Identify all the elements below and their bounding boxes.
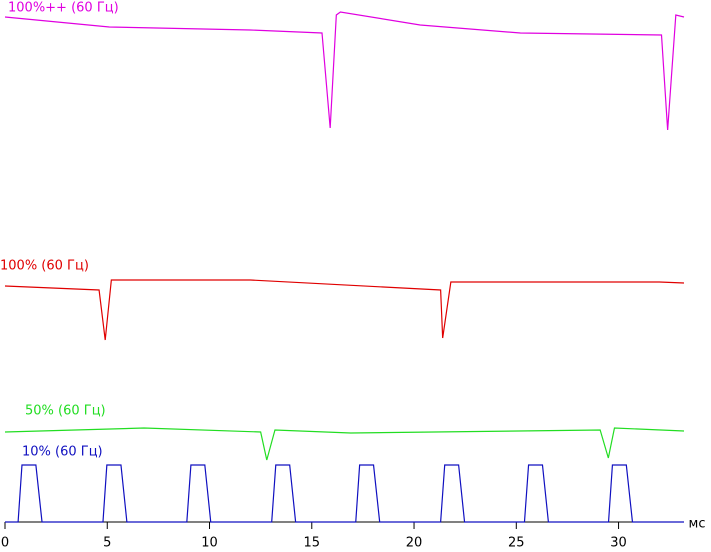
x-tick-label: 0 <box>1 536 9 551</box>
trace-label: 100%++ (60 Гц) <box>8 1 119 16</box>
x-tick-label: 5 <box>103 536 111 551</box>
x-axis-label: мс <box>689 517 706 532</box>
trace-label: 50% (60 Гц) <box>25 404 106 419</box>
x-tick-label: 20 <box>406 536 423 551</box>
trace <box>4 279 685 341</box>
x-tick-label: 15 <box>304 536 321 551</box>
trace <box>5 464 684 523</box>
x-tick-label: 10 <box>201 536 218 551</box>
x-tick-label: 25 <box>508 536 525 551</box>
trace-label: 10% (60 Гц) <box>22 445 103 460</box>
x-tick-label: 30 <box>610 536 627 551</box>
trace <box>4 427 685 461</box>
trace <box>4 11 685 131</box>
trace-label: 100% (60 Гц) <box>0 259 89 274</box>
